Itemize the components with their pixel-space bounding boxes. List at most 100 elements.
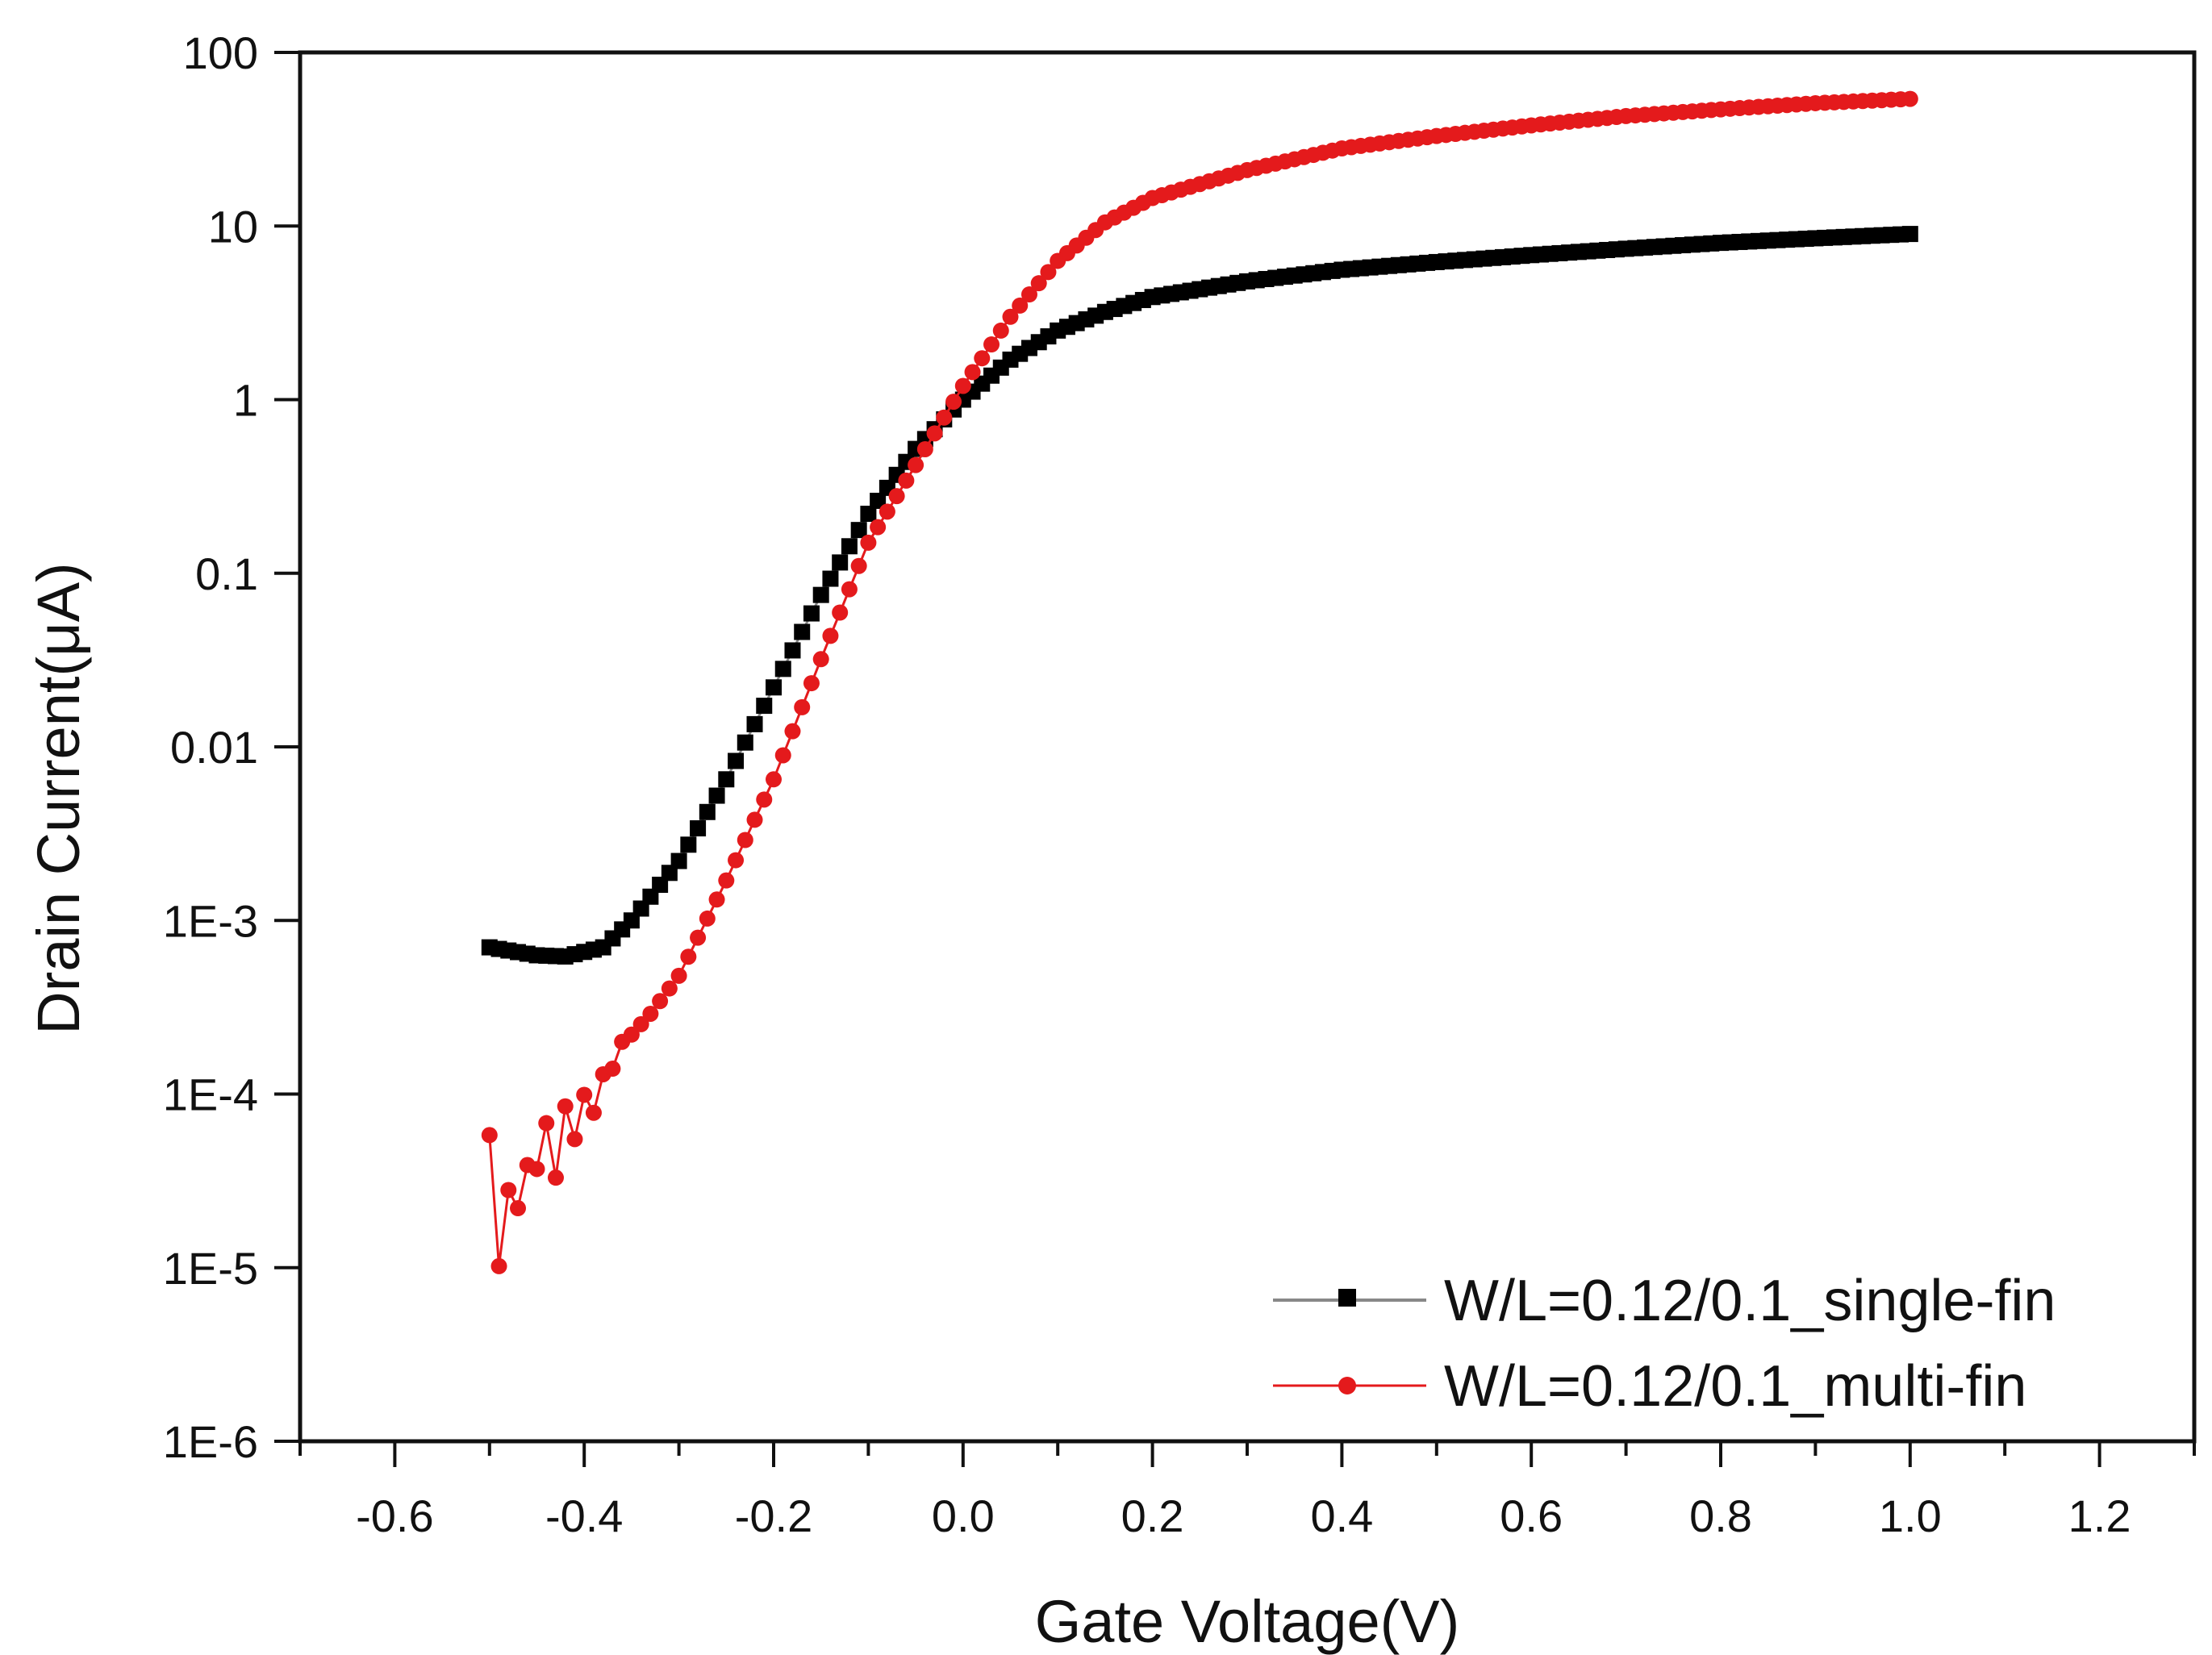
data-point-circle bbox=[888, 488, 905, 505]
legend-marker-multi-fin bbox=[1338, 1377, 1356, 1394]
data-point-circle bbox=[936, 409, 953, 426]
y-tick-label: 0.01 bbox=[170, 722, 258, 773]
data-point-circle bbox=[566, 1131, 583, 1148]
axis-ticks bbox=[274, 51, 2196, 1467]
data-point-square bbox=[737, 734, 753, 751]
data-point-circle bbox=[1012, 297, 1029, 314]
data-point-circle bbox=[756, 791, 773, 808]
data-point-circle bbox=[879, 503, 895, 520]
data-point-circle bbox=[652, 993, 669, 1010]
data-point-square bbox=[850, 522, 867, 539]
data-point-circle bbox=[1020, 286, 1037, 303]
data-point-circle bbox=[822, 627, 839, 644]
data-point-circle bbox=[746, 811, 763, 828]
data-point-square bbox=[860, 506, 877, 523]
data-point-circle bbox=[983, 336, 1000, 353]
data-point-square bbox=[794, 623, 811, 640]
data-point-circle bbox=[850, 557, 867, 574]
data-point-circle bbox=[500, 1182, 517, 1199]
x-tick-label: -0.6 bbox=[356, 1490, 434, 1541]
data-point-circle bbox=[510, 1200, 527, 1217]
data-point-square bbox=[803, 605, 820, 622]
legend: W/L=0.12/0.1_single-fin W/L=0.12/0.1_mul… bbox=[1273, 1269, 2055, 1419]
data-point-circle bbox=[945, 394, 962, 411]
x-tick-label: -0.2 bbox=[735, 1490, 813, 1541]
data-point-square bbox=[670, 853, 687, 869]
x-axis-title: Gate Voltage(V) bbox=[1035, 1588, 1460, 1655]
data-point-square bbox=[766, 679, 782, 696]
data-point-circle bbox=[661, 980, 678, 997]
data-point-circle bbox=[992, 322, 1009, 339]
y-tick-label: 100 bbox=[183, 27, 258, 78]
legend-label-multi-fin: W/L=0.12/0.1_multi-fin bbox=[1444, 1354, 2026, 1419]
x-tick-label: -0.4 bbox=[545, 1490, 624, 1541]
data-point-circle bbox=[774, 747, 791, 764]
data-point-circle bbox=[870, 519, 887, 536]
y-tick-label: 1E-6 bbox=[163, 1416, 258, 1467]
x-tick-label: 1.0 bbox=[1879, 1490, 1942, 1541]
data-point-circle bbox=[547, 1169, 564, 1186]
series-line bbox=[489, 232, 1910, 958]
data-point-square bbox=[718, 771, 735, 788]
data-point-circle bbox=[898, 472, 915, 489]
data-point-circle bbox=[812, 651, 829, 668]
data-point-square bbox=[812, 586, 829, 603]
data-point-circle bbox=[490, 1257, 507, 1274]
data-point-circle bbox=[926, 425, 943, 442]
data-point-circle bbox=[670, 967, 687, 984]
data-point-square bbox=[841, 538, 858, 555]
data-point-square bbox=[690, 820, 707, 837]
data-point-circle bbox=[832, 604, 849, 621]
x-tick-label: 0.2 bbox=[1121, 1490, 1184, 1541]
legend-label-single-fin: W/L=0.12/0.1_single-fin bbox=[1444, 1269, 2055, 1333]
data-point-circle bbox=[642, 1005, 659, 1022]
data-point-circle bbox=[728, 852, 745, 869]
plot-frame bbox=[298, 50, 2197, 1444]
series-multi-fin bbox=[481, 90, 1918, 1274]
series-single-fin bbox=[481, 226, 1918, 965]
data-point-square bbox=[822, 570, 839, 587]
data-point-square bbox=[870, 492, 887, 509]
data-point-circle bbox=[1030, 275, 1047, 292]
data-point-circle bbox=[916, 440, 933, 457]
data-point-circle bbox=[632, 1015, 649, 1032]
x-tick-label: 0.4 bbox=[1310, 1490, 1373, 1541]
data-point-circle bbox=[1901, 90, 1918, 107]
data-point-circle bbox=[954, 377, 971, 394]
y-tick-label: 1E-3 bbox=[163, 895, 258, 946]
y-tick-label: 1E-4 bbox=[163, 1069, 258, 1120]
legend-marker-single-fin bbox=[1338, 1289, 1356, 1307]
data-point-circle bbox=[974, 350, 991, 367]
data-point-circle bbox=[708, 891, 725, 908]
data-point-square bbox=[708, 787, 725, 804]
data-point-square bbox=[728, 752, 745, 769]
data-point-circle bbox=[481, 1127, 498, 1144]
x-tick-label: 0.6 bbox=[1500, 1490, 1563, 1541]
data-point-square bbox=[774, 661, 791, 677]
y-tick-label: 1E-5 bbox=[163, 1243, 258, 1294]
y-tick-label: 10 bbox=[208, 201, 258, 252]
x-tick-label: 0.0 bbox=[932, 1490, 995, 1541]
data-point-square bbox=[1901, 226, 1918, 243]
data-point-circle bbox=[908, 456, 924, 473]
data-point-square bbox=[756, 698, 773, 715]
data-point-circle bbox=[1040, 264, 1057, 281]
data-point-circle bbox=[860, 534, 877, 551]
data-point-circle bbox=[803, 675, 820, 692]
series-line bbox=[488, 98, 1910, 1267]
y-tick-label: 1 bbox=[233, 375, 258, 426]
data-point-square bbox=[680, 836, 697, 853]
data-point-square bbox=[699, 803, 716, 820]
data-point-circle bbox=[794, 698, 811, 715]
x-tick-label: 1.2 bbox=[2068, 1490, 2131, 1541]
data-point-circle bbox=[538, 1115, 555, 1132]
y-tick-label: 0.1 bbox=[195, 548, 258, 599]
data-point-circle bbox=[585, 1104, 602, 1121]
data-point-circle bbox=[623, 1026, 640, 1043]
data-point-circle bbox=[766, 771, 782, 788]
data-series bbox=[481, 90, 1918, 1274]
data-point-circle bbox=[718, 872, 735, 889]
data-point-circle bbox=[576, 1086, 593, 1103]
data-point-circle bbox=[557, 1098, 574, 1115]
